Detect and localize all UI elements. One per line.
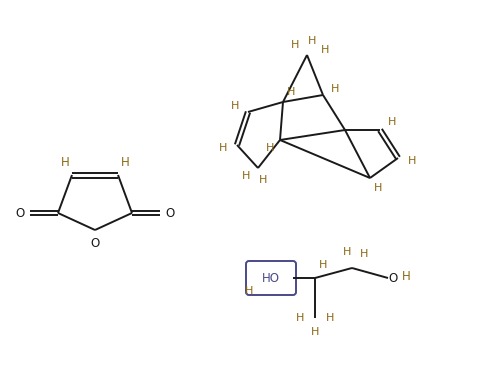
Text: H: H (245, 286, 253, 296)
Text: H: H (402, 269, 410, 283)
Text: H: H (259, 175, 267, 185)
Text: H: H (287, 87, 295, 97)
Text: O: O (388, 272, 398, 285)
Text: H: H (296, 313, 304, 323)
Text: H: H (326, 313, 334, 323)
Text: H: H (388, 117, 396, 127)
Text: H: H (242, 171, 250, 181)
Text: H: H (331, 84, 339, 94)
Text: O: O (165, 207, 174, 220)
FancyBboxPatch shape (246, 261, 296, 295)
Text: O: O (91, 236, 100, 249)
Text: H: H (360, 249, 368, 259)
Text: H: H (120, 155, 129, 168)
Text: H: H (408, 156, 416, 166)
Text: O: O (15, 207, 25, 220)
Text: H: H (319, 260, 327, 270)
Text: H: H (311, 327, 319, 337)
Text: H: H (61, 155, 69, 168)
Text: H: H (374, 183, 382, 193)
Text: H: H (231, 101, 239, 111)
Text: H: H (343, 247, 351, 257)
Text: H: H (308, 36, 316, 46)
Text: H: H (266, 143, 274, 153)
Text: H: H (219, 143, 227, 153)
Text: HO: HO (262, 272, 280, 285)
Text: H: H (291, 40, 299, 50)
Text: H: H (321, 45, 329, 55)
